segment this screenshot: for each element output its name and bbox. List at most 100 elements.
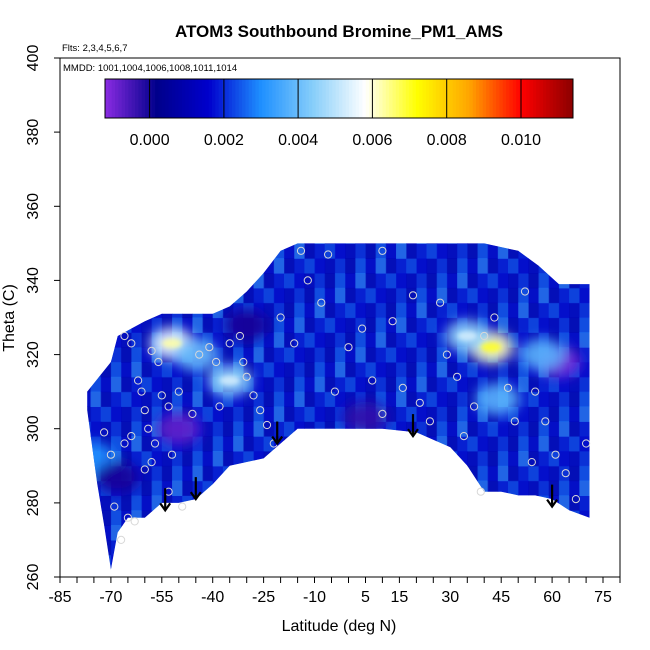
field-cell <box>334 539 346 556</box>
field-cell <box>477 243 489 244</box>
field-cell <box>569 243 580 244</box>
field-cell <box>121 362 132 378</box>
field-cell <box>151 287 163 304</box>
field-cell <box>131 525 143 541</box>
field-cell <box>87 317 92 333</box>
field-cell <box>70 407 81 422</box>
field-cell <box>334 465 346 482</box>
field-cell <box>396 287 407 304</box>
field-cell <box>457 554 468 570</box>
field-cell <box>212 258 224 274</box>
field-cell <box>161 302 173 319</box>
field-cell <box>110 317 122 333</box>
field-cell <box>304 362 316 378</box>
field-cell <box>508 510 519 526</box>
field-cell <box>70 288 81 303</box>
field-cell <box>528 302 540 319</box>
field-cell <box>548 273 560 289</box>
field-cell <box>508 436 519 452</box>
field-cell <box>324 465 336 482</box>
field-cell <box>396 317 407 333</box>
field-cell <box>518 287 529 304</box>
field-cell <box>548 554 560 570</box>
field-cell <box>365 347 377 363</box>
field-cell <box>467 451 479 467</box>
observation-point <box>520 287 530 296</box>
field-cell <box>253 436 265 452</box>
field-cell <box>497 273 509 289</box>
field-highlight <box>457 331 478 341</box>
field-cell <box>304 406 316 422</box>
field-cell <box>90 273 102 289</box>
field-cell <box>70 318 81 333</box>
field-cell <box>192 554 204 570</box>
field-cell <box>365 539 377 556</box>
field-cell <box>87 302 92 319</box>
field-cell <box>375 554 387 570</box>
field-cell <box>60 407 71 422</box>
field-cell <box>172 510 183 526</box>
colorbar-swatch <box>151 79 156 118</box>
colorbar-swatch <box>466 79 470 118</box>
field-cell <box>161 554 173 570</box>
field-cell <box>334 451 346 467</box>
field-cell <box>406 332 417 348</box>
field-cell <box>385 465 397 482</box>
field-cell <box>222 554 234 570</box>
field-cell <box>497 495 509 511</box>
field-cell <box>406 421 417 437</box>
field-cell <box>446 243 458 244</box>
field-cell <box>284 332 295 348</box>
field-cell <box>243 391 255 407</box>
field-cell <box>375 317 387 333</box>
field-cell <box>497 465 509 482</box>
field-cell <box>294 539 305 556</box>
field-cell <box>304 258 316 274</box>
field-cell <box>87 539 92 556</box>
field-cell <box>110 391 122 407</box>
field-cell <box>131 317 143 333</box>
field-cell <box>121 451 132 467</box>
field-cell <box>477 495 489 511</box>
field-cell <box>212 391 224 407</box>
field-cell <box>345 317 356 333</box>
field-cell <box>467 243 479 244</box>
field-cell <box>110 436 122 452</box>
field-cell <box>141 287 153 304</box>
field-cell <box>548 243 560 259</box>
field-cell <box>324 332 336 348</box>
field-cell <box>538 539 550 556</box>
field-cell <box>172 539 183 556</box>
field-cell <box>110 302 122 319</box>
field-cell <box>131 539 143 556</box>
field-cell <box>528 480 540 496</box>
field-cell <box>222 258 234 274</box>
field-cell <box>345 525 356 541</box>
observation-point <box>212 357 221 367</box>
colorbar-swatch <box>265 79 270 118</box>
field-cell <box>304 273 316 289</box>
field-cell <box>406 451 417 467</box>
field-cell <box>263 273 275 289</box>
field-cell <box>284 451 295 467</box>
observation-point <box>571 495 581 504</box>
field-cell <box>457 376 468 393</box>
field-cell <box>182 525 193 541</box>
field-cell <box>528 287 540 304</box>
field-cell <box>610 288 621 303</box>
field-cell <box>141 332 153 348</box>
field-cell <box>141 391 153 407</box>
field-cell <box>263 243 275 244</box>
field-cell <box>436 376 448 393</box>
field-cell <box>294 451 305 467</box>
colorbar-swatch <box>232 79 236 118</box>
field-cell <box>406 465 417 482</box>
field-cell <box>355 465 367 482</box>
colorbar-swatch <box>275 79 280 118</box>
field-cell <box>548 465 560 482</box>
field-cell <box>365 273 377 289</box>
field-cell <box>324 362 336 378</box>
field-cell <box>314 421 326 437</box>
field-cell <box>590 495 601 510</box>
